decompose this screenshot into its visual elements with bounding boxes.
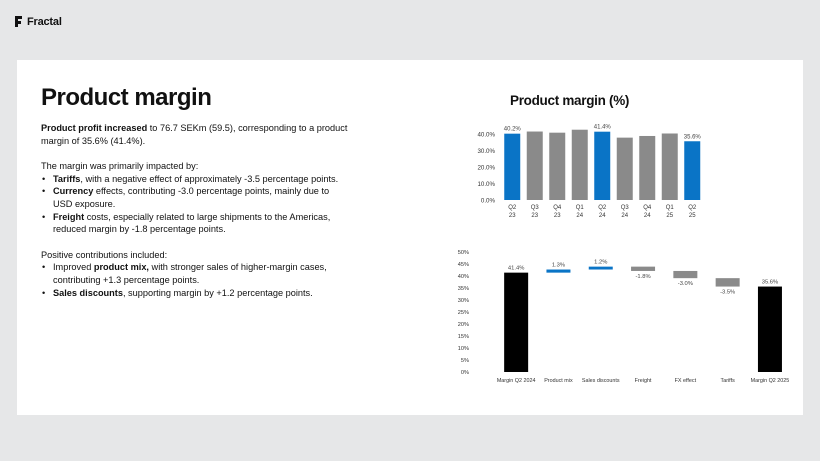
positive-pre: Improved xyxy=(53,262,94,273)
positive-bold: product mix, xyxy=(93,262,149,273)
bar xyxy=(684,141,701,200)
page-title: Product margin xyxy=(41,84,212,111)
x-tick-label: Q4 xyxy=(643,205,652,211)
waterfall-bar xyxy=(631,266,656,271)
x-tick-label: 23 xyxy=(531,213,538,219)
positive-bold: Sales discounts xyxy=(53,287,123,298)
y-tick-label: 40.0% xyxy=(477,132,495,139)
x-tick-label: Q1 xyxy=(576,205,585,211)
bar xyxy=(549,132,566,200)
y-tick-label: 40% xyxy=(458,274,469,280)
waterfall-bar xyxy=(757,286,782,372)
impact-bold: Currency xyxy=(53,186,94,197)
impact-text: , with a negative effect of approximatel… xyxy=(80,173,339,184)
bar xyxy=(526,131,543,200)
x-tick-label: Margin Q2 2024 xyxy=(497,378,536,384)
x-tick-label: Q1 xyxy=(666,205,675,211)
waterfall-bar xyxy=(673,270,698,279)
x-tick-label: 25 xyxy=(666,213,673,219)
data-label: 41.4% xyxy=(594,125,612,131)
data-label: 41.4% xyxy=(508,266,524,272)
bar xyxy=(616,137,633,200)
bar xyxy=(571,129,588,200)
x-tick-label: Q4 xyxy=(553,205,562,211)
bar xyxy=(639,135,656,200)
impact-item-currency: Currency effects, contributing -3.0 perc… xyxy=(41,185,351,210)
impact-item-tariffs: Tariffs, with a negative effect of appro… xyxy=(41,173,351,186)
positive-intro: Positive contributions included: xyxy=(41,249,168,260)
margin-bridge-chart: 0% 5% 10% 15% 20% 25% 30% 35% 40% 45% 50% 41.4% Marg… xyxy=(458,250,790,384)
y-tick-label: 25% xyxy=(458,310,469,316)
brand-logo: Fractal xyxy=(14,15,62,28)
profit-paragraph: Product profit increased to 76.7 SEKm (5… xyxy=(41,122,351,147)
impact-list: Tariffs, with a negative effect of appro… xyxy=(41,173,351,236)
impact-item-freight: Freight costs, especially related to lar… xyxy=(41,211,351,236)
fractal-logo-icon xyxy=(15,16,22,27)
data-label: 40.2% xyxy=(504,127,522,133)
x-tick-label: 23 xyxy=(509,213,516,219)
waterfall-bar xyxy=(588,266,613,270)
profit-bold: Product profit increased xyxy=(41,123,148,133)
slide-body: Product profit increased to 76.7 SEKm (5… xyxy=(41,122,351,299)
y-tick-label: 0% xyxy=(461,370,469,376)
y-tick-label: 45% xyxy=(458,262,469,268)
x-tick-label: 24 xyxy=(576,213,583,219)
y-tick-label: 10% xyxy=(458,346,469,352)
waterfall-bar xyxy=(715,278,740,287)
data-label: 1.2% xyxy=(594,260,607,266)
x-tick-label: Q2 xyxy=(598,205,607,211)
data-label: 1.3% xyxy=(552,263,565,269)
x-tick-label: 25 xyxy=(689,213,696,219)
profit-text: to 76.7 SEKm (59.5), corresponding to a … xyxy=(41,123,348,146)
x-tick-label: Margin Q2 2025 xyxy=(751,378,790,384)
impact-text: costs, especially related to large shipm… xyxy=(53,211,331,235)
x-tick-label: Product mix xyxy=(544,378,573,384)
y-tick-label: 20.0% xyxy=(477,165,495,172)
waterfall-bar xyxy=(546,269,571,273)
slide-card: Product margin Product profit increased … xyxy=(17,60,803,415)
impact-intro: The margin was primarily impacted by: xyxy=(41,161,199,172)
positive-text: , supporting margin by +1.2 percentage p… xyxy=(122,287,313,298)
data-label: 35.6% xyxy=(684,134,702,140)
positive-item-product-mix: Improved product mix, with stronger sale… xyxy=(41,261,351,286)
y-tick-label: 10.0% xyxy=(477,181,495,188)
y-tick-label: 20% xyxy=(458,322,469,328)
x-tick-label: 24 xyxy=(644,213,651,219)
impact-bold: Tariffs xyxy=(53,173,81,184)
y-tick-label: 30% xyxy=(458,298,469,304)
data-label: 35.6% xyxy=(762,280,778,286)
data-label: -3.0% xyxy=(678,281,693,287)
bar xyxy=(661,133,678,200)
y-tick-label: 0.0% xyxy=(481,198,496,205)
x-tick-label: Q3 xyxy=(531,205,540,211)
x-tick-label: Freight xyxy=(635,378,652,384)
y-tick-label: 50% xyxy=(458,250,469,256)
positive-text: with stronger sales of higher-margin cas… xyxy=(53,262,327,285)
bar xyxy=(594,131,611,200)
x-tick-label: Tariffs xyxy=(721,378,736,384)
x-tick-label: Q2 xyxy=(508,205,517,211)
bar xyxy=(504,133,521,200)
x-tick-label: FX effect xyxy=(675,378,697,384)
quarterly-margin-chart: 0.0% 10.0% 20.0% 30.0% 40.0% 40.2% Q2 23 Q3 23 Q4 2… xyxy=(477,125,701,219)
x-tick-label: 24 xyxy=(599,213,606,219)
x-tick-label: Q3 xyxy=(621,205,630,211)
positive-list: Improved product mix, with stronger sale… xyxy=(41,261,351,299)
y-tick-label: 15% xyxy=(458,334,469,340)
brand-name: Fractal xyxy=(27,15,62,28)
y-tick-label: 35% xyxy=(458,286,469,292)
x-tick-label: 24 xyxy=(621,213,628,219)
x-tick-label: Sales discounts xyxy=(582,378,620,384)
x-tick-label: 23 xyxy=(554,213,561,219)
chart-heading: Product margin (%) xyxy=(510,93,630,108)
y-tick-label: 5% xyxy=(461,358,469,364)
x-tick-label: Q2 xyxy=(688,205,697,211)
data-label: -3.5% xyxy=(720,290,735,296)
data-label: -1.8% xyxy=(635,274,650,280)
impact-text: effects, contributing -3.0 percentage po… xyxy=(53,186,330,209)
positive-item-sales-discounts: Sales discounts, supporting margin by +1… xyxy=(41,287,351,300)
y-tick-label: 30.0% xyxy=(477,148,495,155)
waterfall-bar xyxy=(504,272,529,372)
impact-bold: Freight xyxy=(53,211,85,222)
